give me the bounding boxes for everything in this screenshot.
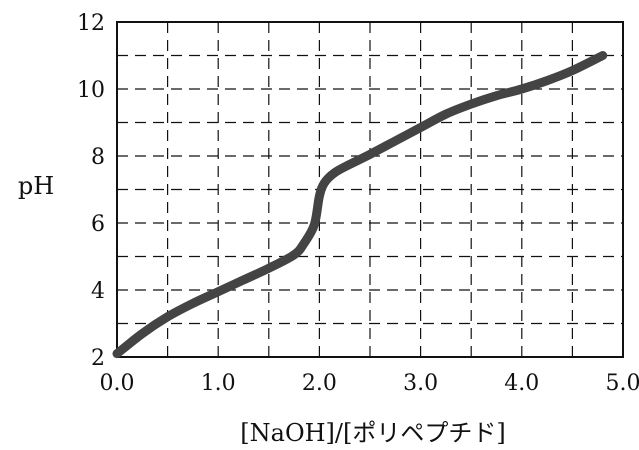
x-tick-label: 2.0 <box>302 371 337 396</box>
series-line-0 <box>112 51 608 359</box>
y-tick-label: 12 <box>77 11 105 36</box>
y-tick-label: 10 <box>77 78 105 103</box>
y-axis-title: pH <box>18 172 54 200</box>
x-tick-label: 0.0 <box>100 371 135 396</box>
x-tick-label: 1.0 <box>201 371 236 396</box>
x-axis-title: [NaOH]/[ポリペプチド] <box>240 419 505 447</box>
y-tick-label: 8 <box>91 145 105 170</box>
x-tick-labels: 0.0 1.0 2.0 3.0 4.0 5.0 <box>100 371 639 396</box>
x-tick-label: 5.0 <box>606 371 639 396</box>
y-tick-label: 2 <box>91 346 105 371</box>
x-tick-label: 4.0 <box>504 371 539 396</box>
data-line-layer <box>112 51 608 359</box>
y-tick-label: 4 <box>91 279 105 304</box>
y-tick-labels: 2 4 6 8 10 12 <box>77 11 105 371</box>
plot-frame <box>116 21 624 358</box>
x-tick-label: 3.0 <box>403 371 438 396</box>
y-tick-label: 6 <box>91 212 105 237</box>
